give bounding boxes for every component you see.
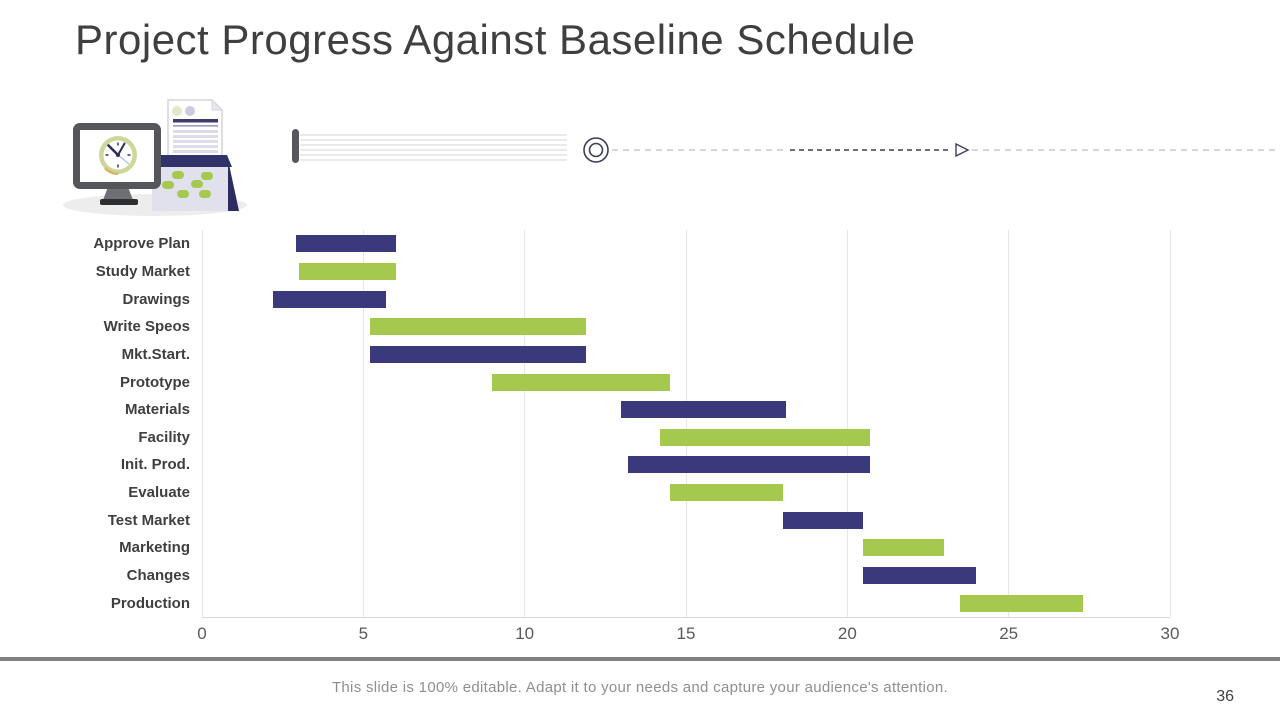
- x-tick-label: 0: [197, 624, 207, 643]
- x-tick-label: 20: [837, 624, 857, 643]
- clock-icon: [99, 136, 137, 176]
- task-label: Production: [110, 594, 190, 612]
- x-axis: 0 5 10 15 20 25 30: [197, 624, 1179, 648]
- task-label: Approve Plan: [93, 235, 190, 253]
- calendar-icon: [150, 155, 239, 211]
- gantt-bar: [960, 594, 1083, 612]
- task-label: Mkt.Start.: [121, 345, 190, 363]
- page-title: Project Progress Against Baseline Schedu…: [75, 16, 916, 63]
- x-tick-label: 15: [676, 624, 696, 643]
- task-label: Study Market: [95, 262, 190, 280]
- gantt-bar: [627, 456, 870, 474]
- x-tick-label: 25: [999, 624, 1019, 643]
- monitor-clock-illustration: [63, 98, 247, 216]
- gantt-bar: [295, 235, 396, 253]
- page-number: 36: [1216, 688, 1234, 705]
- gridline: [362, 230, 364, 617]
- gridline: [201, 230, 203, 617]
- gantt-bar: [660, 428, 870, 446]
- gantt-bar: [863, 539, 945, 557]
- gantt-bar: [369, 318, 586, 336]
- task-label: Test Market: [107, 511, 190, 529]
- gridline: [524, 230, 526, 617]
- x-tick-label: 5: [358, 624, 369, 643]
- timeline-decoration: [292, 129, 1280, 163]
- gantt-bar: [782, 511, 864, 529]
- gantt-bar: [298, 262, 396, 280]
- monitor-icon: [73, 123, 161, 205]
- task-label: Init. Prod.: [120, 456, 190, 474]
- gantt-bar: [669, 484, 783, 502]
- task-label: Prototype: [119, 373, 190, 391]
- gantt-bar: [621, 401, 786, 419]
- task-label: Marketing: [119, 539, 190, 557]
- timeline-circle-marker: [583, 137, 609, 163]
- task-label: Drawings: [122, 290, 190, 308]
- gridline: [685, 230, 687, 617]
- task-label: Write Speos: [103, 318, 190, 336]
- gantt-bar: [492, 373, 670, 391]
- x-tick-label: 30: [1160, 624, 1180, 643]
- x-tick-label: 10: [515, 624, 535, 643]
- task-label: Changes: [126, 567, 190, 584]
- task-label-column: Approve Plan Study Market Drawings Write Sp…: [0, 230, 190, 617]
- footer-note: This slide is 100% editable. Adapt it to…: [331, 679, 949, 696]
- gridline: [1008, 230, 1010, 617]
- gantt-bar: [863, 567, 977, 585]
- gantt-bar: [369, 345, 586, 363]
- gridline: [1169, 230, 1171, 617]
- task-label: Evaluate: [128, 484, 190, 502]
- footer-divider: [0, 657, 1280, 661]
- gridline: [846, 230, 848, 617]
- plot-area: [201, 230, 1171, 618]
- task-label: Facility: [138, 428, 190, 446]
- gantt-bar: [272, 290, 386, 308]
- timeline-dashed-arrow: [612, 142, 1280, 158]
- timeline-ruled-lines: [292, 129, 567, 163]
- task-label: Materials: [124, 401, 190, 419]
